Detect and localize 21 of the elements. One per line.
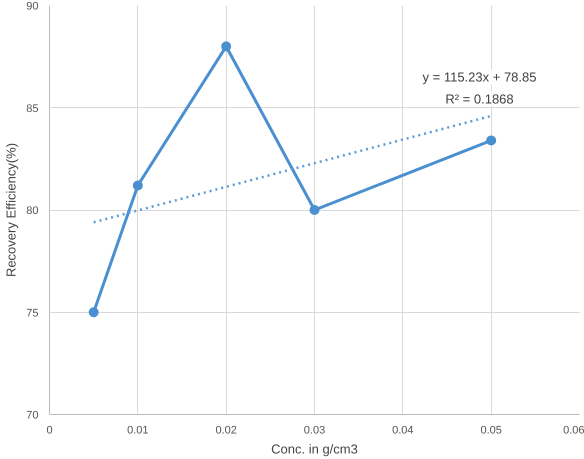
y-tick-label: 90 [26,0,39,12]
annotation: y = 115.23x + 78.85 [422,70,536,84]
y-tick-label: 80 [26,205,39,217]
point [132,180,143,190]
x-axis-title: Conc. in g/cm3 [271,442,358,456]
point [310,205,320,215]
y-tick-label: 85 [26,102,39,115]
x-tick-label: 0.04 [392,424,414,436]
y-tick-label: 75 [26,307,39,320]
x-tick-label: 0.05 [480,424,502,436]
point [221,41,232,52]
annotation: R² = 0.1868 [445,92,514,106]
point [88,307,99,318]
point [486,135,496,146]
x-tick-label: 0.06 [563,424,584,436]
x-tick-label: 0.01 [127,424,149,436]
y-tick-label: 70 [26,410,39,422]
x-tick-label: 0.03 [304,424,326,436]
y-axis-title: Recovery Efficiency(%) [3,142,18,278]
x-tick-label: 0 [46,424,53,436]
x-tick-label: 0.02 [215,424,237,436]
